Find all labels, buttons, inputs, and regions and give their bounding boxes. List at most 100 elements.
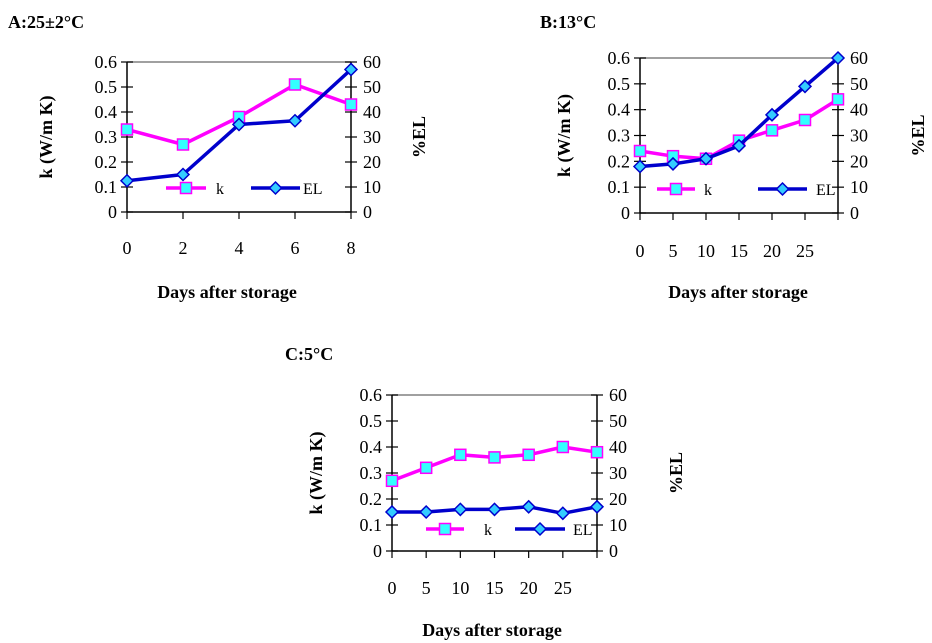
data-point-k xyxy=(765,124,779,137)
data-point-el xyxy=(698,151,714,166)
data-point-k xyxy=(176,138,190,151)
x-tick-label: 6 xyxy=(291,238,300,258)
left-y-tick-label: 0.4 xyxy=(95,102,118,122)
x-tick-label: 8 xyxy=(347,238,356,258)
left-y-tick-label: 0.1 xyxy=(95,177,118,197)
data-point-k xyxy=(385,474,399,488)
x-tick-label: 15 xyxy=(730,241,748,261)
chart-panel-c: C:5°C 0 0.1 0.2 0.3 0.4 0.5 0.6 0 10 20 30 40 50 60 0 5 1… xyxy=(285,344,686,640)
data-point-el xyxy=(175,167,191,182)
right-y-axis-label: %EL xyxy=(409,116,429,158)
legend-marker-k xyxy=(669,182,683,196)
data-point-el xyxy=(343,62,359,77)
legend-label-el: EL xyxy=(303,181,323,198)
x-tick-label: 5 xyxy=(669,241,678,261)
x-tick-label: 20 xyxy=(763,241,781,261)
x-tick-label: 4 xyxy=(235,238,244,258)
left-y-tick-label: 0.6 xyxy=(608,48,631,68)
x-tick-label: 0 xyxy=(123,238,132,258)
right-y-tick-label: 30 xyxy=(850,126,868,146)
data-point-el xyxy=(419,504,434,520)
right-y-tick-label: 50 xyxy=(850,74,868,94)
left-y-tick-label: 0 xyxy=(108,202,117,222)
chart-title: A:25±2°C xyxy=(8,12,84,32)
data-point-k xyxy=(522,448,535,462)
left-y-axis-label: k (W/m K) xyxy=(554,94,575,177)
right-y-tick-label: 60 xyxy=(850,48,868,68)
left-y-axis-label: k (W/m K) xyxy=(306,431,327,514)
left-y-tick-label: 0.5 xyxy=(608,74,631,94)
left-y-axis-label: k (W/m K) xyxy=(36,95,57,178)
x-tick-label: 25 xyxy=(554,578,572,598)
x-tick-label: 0 xyxy=(388,578,397,598)
legend-marker-el xyxy=(532,521,548,537)
data-point-k xyxy=(798,113,812,127)
left-y-tick-label: 0.2 xyxy=(608,151,631,171)
data-point-k xyxy=(488,451,501,464)
data-point-el xyxy=(521,499,536,514)
legend-marker-el xyxy=(268,180,283,196)
left-y-tick-label: 0.3 xyxy=(360,463,383,483)
legend-label-k: k xyxy=(704,182,712,199)
legend-marker-el xyxy=(775,181,790,197)
right-y-tick-label: 20 xyxy=(609,489,627,509)
right-y-axis-label: %EL xyxy=(908,114,928,156)
data-point-k xyxy=(120,123,134,136)
left-y-tick-label: 0.6 xyxy=(95,52,118,72)
left-y-tick-label: 0.2 xyxy=(360,489,383,509)
right-y-tick-label: 50 xyxy=(363,77,381,97)
left-y-tick-label: 0.4 xyxy=(608,100,631,120)
data-point-k xyxy=(831,93,845,106)
left-y-tick-label: 0 xyxy=(373,541,382,561)
data-point-el xyxy=(287,113,303,128)
data-point-k xyxy=(633,144,647,158)
right-y-tick-label: 10 xyxy=(609,515,627,535)
chart-title: C:5°C xyxy=(285,344,333,364)
data-point-el xyxy=(764,107,780,122)
data-point-el xyxy=(665,156,681,171)
right-y-tick-label: 50 xyxy=(609,411,627,431)
data-point-el xyxy=(632,159,648,174)
x-tick-label: 20 xyxy=(520,578,538,598)
legend-label-k: k xyxy=(484,522,492,539)
left-y-tick-label: 0.3 xyxy=(608,126,631,146)
left-y-tick-label: 0.2 xyxy=(95,152,118,172)
left-y-tick-label: 0.1 xyxy=(360,515,383,535)
legend-marker-k xyxy=(438,522,452,536)
right-y-tick-label: 10 xyxy=(850,177,868,197)
right-y-tick-label: 30 xyxy=(363,127,381,147)
data-point-el xyxy=(453,502,468,517)
right-y-tick-label: 30 xyxy=(609,463,627,483)
right-y-tick-label: 40 xyxy=(609,437,627,457)
data-point-el xyxy=(487,502,502,517)
x-tick-label: 2 xyxy=(179,238,188,258)
left-y-tick-label: 0.5 xyxy=(360,411,383,431)
right-y-tick-label: 60 xyxy=(609,385,627,405)
data-point-el xyxy=(555,506,570,521)
legend-label-k: k xyxy=(216,181,224,198)
left-y-tick-label: 0.1 xyxy=(608,177,631,197)
right-y-tick-label: 0 xyxy=(850,203,859,223)
x-axis-label: Days after storage xyxy=(422,620,562,640)
left-y-tick-label: 0 xyxy=(621,203,630,223)
left-y-tick-label: 0.6 xyxy=(360,385,383,405)
data-point-k xyxy=(288,78,302,91)
left-y-tick-label: 0.4 xyxy=(360,437,383,457)
data-point-el xyxy=(797,79,813,94)
data-point-k xyxy=(344,98,358,111)
x-tick-label: 0 xyxy=(636,241,645,261)
x-tick-label: 25 xyxy=(796,241,814,261)
right-y-tick-label: 0 xyxy=(363,202,372,222)
right-y-tick-label: 10 xyxy=(363,177,381,197)
right-y-tick-label: 20 xyxy=(850,151,868,171)
left-y-tick-label: 0.3 xyxy=(95,127,118,147)
legend-label-el: EL xyxy=(816,182,836,199)
x-tick-label: 10 xyxy=(697,241,715,261)
legend-marker-k xyxy=(179,181,193,195)
right-y-tick-label: 0 xyxy=(609,541,618,561)
x-tick-label: 5 xyxy=(422,578,431,598)
legend-label-el: EL xyxy=(573,522,593,539)
x-tick-label: 15 xyxy=(486,578,504,598)
right-y-tick-label: 40 xyxy=(850,100,868,120)
